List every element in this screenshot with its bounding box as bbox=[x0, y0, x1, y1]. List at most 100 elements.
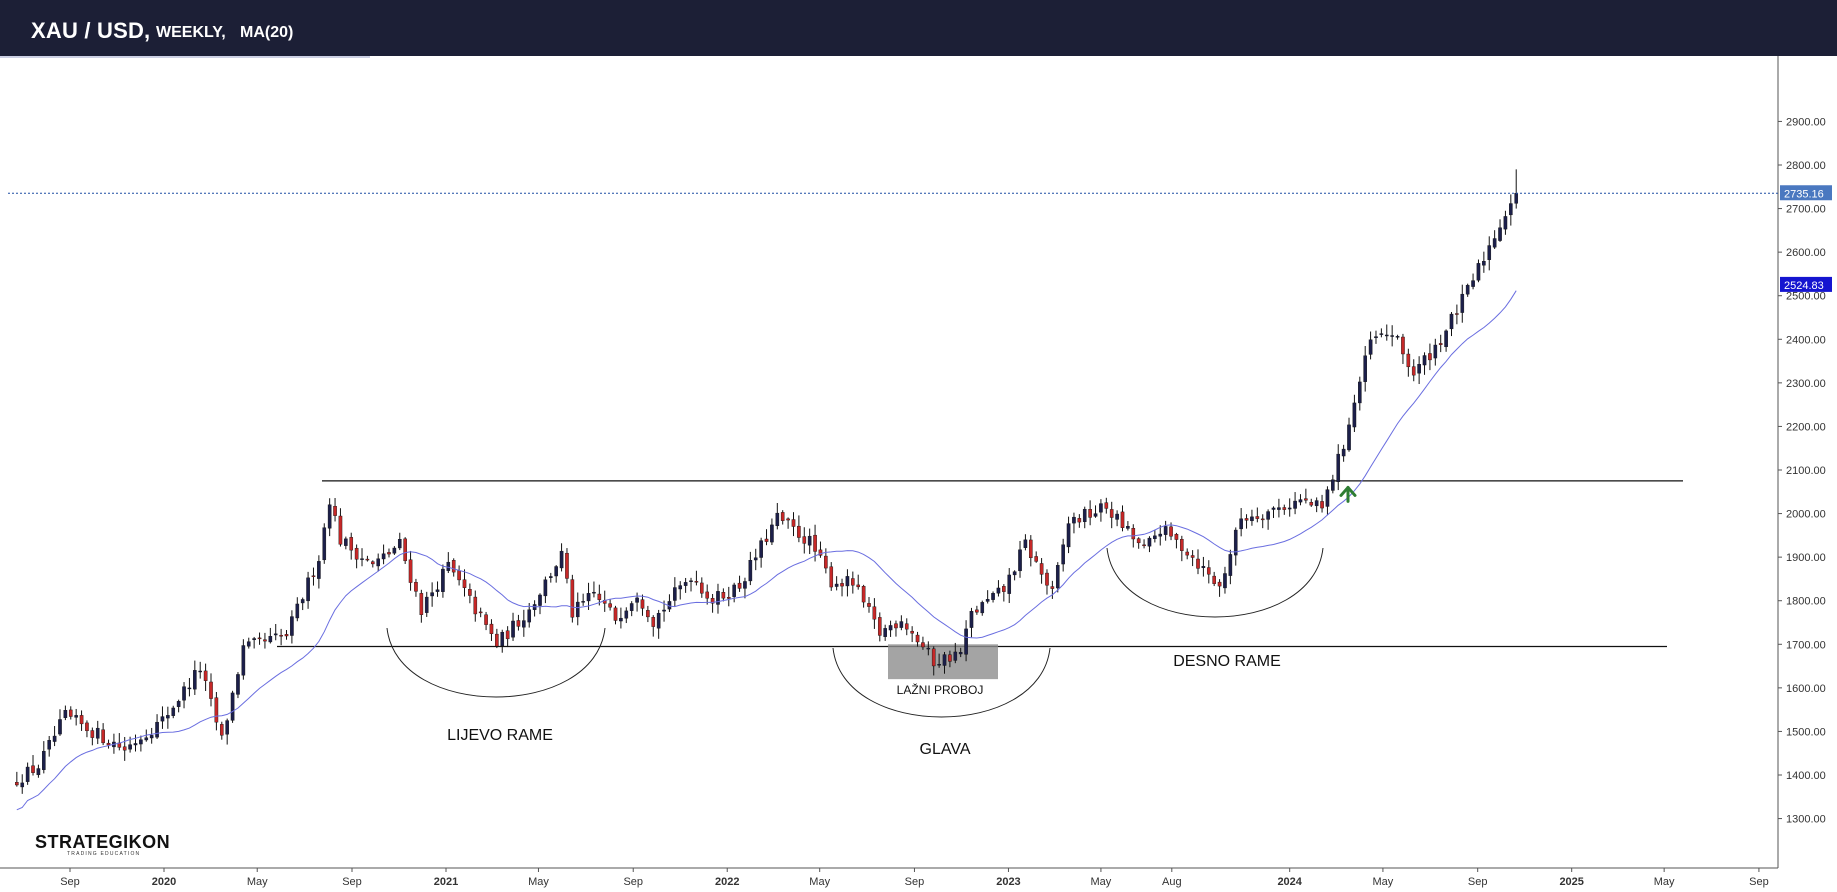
candle-down bbox=[1309, 502, 1314, 506]
candle-up bbox=[1298, 499, 1303, 503]
candle-up bbox=[511, 620, 515, 638]
candle-up bbox=[996, 587, 1001, 594]
candle-up bbox=[834, 583, 839, 587]
candle-up bbox=[1379, 333, 1384, 335]
candle-down bbox=[1406, 353, 1411, 368]
candle-up bbox=[25, 766, 30, 782]
candle-up bbox=[953, 651, 958, 661]
candle-up bbox=[592, 591, 596, 594]
candle-down bbox=[419, 593, 424, 615]
price-chart[interactable]: 1300.00 1400.00 1500.00 1600.00 1700.00 1800.… bbox=[0, 56, 1837, 892]
candle-down bbox=[1190, 555, 1195, 558]
y-tick-label: 2800.00 bbox=[1786, 160, 1826, 172]
candle-up bbox=[1358, 381, 1362, 404]
candle-down bbox=[894, 623, 898, 629]
candle-down bbox=[1212, 575, 1216, 584]
candle-down bbox=[694, 581, 699, 583]
candle-up bbox=[273, 633, 278, 636]
candle-up bbox=[1018, 549, 1022, 572]
candle-down bbox=[257, 637, 262, 640]
candle-up bbox=[1363, 355, 1367, 382]
candle-up bbox=[548, 576, 553, 578]
candle-up bbox=[322, 527, 327, 561]
timeframe-label: WEEKLY, bbox=[156, 24, 226, 41]
candle-up bbox=[1471, 280, 1475, 287]
label-left-shoulder: LIJEVO RAME bbox=[447, 727, 553, 744]
left-shoulder-arc bbox=[386, 627, 606, 698]
candle-down bbox=[570, 579, 575, 618]
candle-down bbox=[597, 593, 602, 600]
candle-up bbox=[306, 577, 310, 602]
candle-up bbox=[1352, 402, 1357, 428]
candle-up bbox=[1509, 203, 1513, 216]
candle-down bbox=[457, 570, 461, 581]
candle-down bbox=[90, 730, 95, 738]
x-tick-label: Sep bbox=[1468, 876, 1488, 888]
candle-up bbox=[807, 535, 812, 546]
candle-up bbox=[166, 715, 170, 719]
candle-up bbox=[58, 719, 62, 735]
candle-up bbox=[1201, 566, 1206, 568]
candle-down bbox=[829, 566, 834, 588]
candle-up bbox=[1158, 533, 1163, 537]
candle-down bbox=[505, 630, 510, 640]
candle-up bbox=[187, 687, 192, 690]
candle-down bbox=[122, 746, 127, 751]
candle-down bbox=[219, 724, 224, 736]
label-right-shoulder: DESNO RAME bbox=[1173, 653, 1281, 670]
x-tick-label: 2023 bbox=[996, 876, 1020, 888]
candle-up bbox=[52, 735, 57, 742]
candle-down bbox=[813, 534, 817, 552]
candle-down bbox=[79, 715, 84, 725]
candle-down bbox=[365, 558, 370, 561]
candle-down bbox=[311, 575, 316, 577]
candle-down bbox=[764, 538, 769, 542]
candle-down bbox=[640, 599, 645, 609]
x-tick-label: May bbox=[809, 876, 830, 888]
candle-up bbox=[732, 584, 736, 597]
candle-up bbox=[20, 782, 25, 788]
moving-average-line bbox=[16, 290, 1517, 811]
candle-up bbox=[1390, 335, 1394, 337]
candle-up bbox=[1163, 526, 1168, 535]
candle-up bbox=[182, 686, 186, 701]
candle-up bbox=[42, 750, 46, 770]
candle-up bbox=[522, 620, 526, 628]
candle-up bbox=[1347, 424, 1351, 451]
y-tick-label: 2700.00 bbox=[1786, 204, 1826, 216]
candle-down bbox=[1109, 509, 1114, 518]
candle-up bbox=[899, 621, 904, 628]
candle-down bbox=[818, 549, 823, 556]
candle-up bbox=[446, 561, 451, 571]
candle-down bbox=[710, 598, 715, 604]
candle-up bbox=[441, 568, 445, 592]
candle-up bbox=[1336, 453, 1341, 482]
candle-down bbox=[851, 578, 855, 586]
candle-up bbox=[716, 591, 720, 605]
candle-down bbox=[613, 607, 618, 621]
chart-header-bar: XAU / USD, WEEKLY, MA(20) bbox=[0, 0, 1837, 56]
candle-down bbox=[786, 518, 790, 521]
candle-down bbox=[1255, 516, 1260, 519]
candle-up bbox=[958, 652, 963, 655]
candle-down bbox=[408, 559, 413, 583]
candle-up bbox=[1115, 513, 1119, 520]
candle-down bbox=[1045, 572, 1049, 586]
brand-tagline: TRADING EDUCATION bbox=[67, 851, 141, 857]
candle-down bbox=[856, 584, 861, 588]
candle-down bbox=[1029, 539, 1033, 559]
candle-up bbox=[230, 692, 235, 721]
y-tick-label: 2900.00 bbox=[1786, 116, 1826, 128]
candle-down bbox=[565, 552, 569, 579]
candle-up bbox=[673, 587, 677, 601]
candle-up bbox=[1126, 526, 1130, 529]
candle-up bbox=[176, 701, 181, 707]
candle-down bbox=[106, 742, 111, 746]
candle-down bbox=[1050, 586, 1055, 589]
label-false-breakout: LAŽNI PROBOJ bbox=[897, 682, 984, 697]
candle-up bbox=[500, 631, 505, 647]
candle-down bbox=[1455, 313, 1459, 315]
candle-up bbox=[225, 720, 229, 735]
candle-down bbox=[1077, 518, 1082, 523]
candle-down bbox=[333, 505, 337, 516]
